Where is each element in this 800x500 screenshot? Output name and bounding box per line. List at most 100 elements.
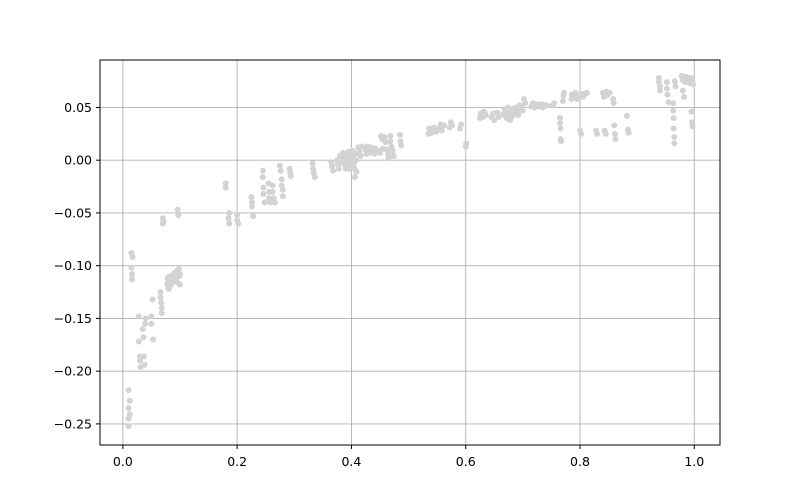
scatter-point (398, 142, 405, 149)
scatter-point (129, 271, 135, 278)
x-tick-label: 0.6 (456, 454, 476, 469)
scatter-point (137, 357, 143, 364)
scatter-point (559, 98, 566, 105)
scatter-point (357, 152, 364, 159)
x-tick-label: 0.2 (227, 454, 247, 469)
scatter-point (125, 423, 132, 430)
scatter-point (259, 174, 266, 181)
scatter-point (249, 199, 255, 206)
scatter-point (663, 85, 670, 92)
scatter-point (382, 139, 389, 146)
scatter-point (309, 160, 316, 167)
scatter-point (371, 150, 378, 157)
scatter-point (335, 165, 342, 172)
scatter-point (250, 213, 257, 220)
scatter-point (681, 93, 687, 100)
scatter-point (225, 215, 232, 222)
y-tick-label: −0.15 (54, 311, 92, 326)
scatter-point (279, 193, 286, 200)
scatter-point (610, 100, 617, 107)
scatter-point (174, 206, 181, 213)
scatter-point (158, 299, 165, 306)
scatter-point (583, 89, 590, 96)
scatter-point (249, 203, 255, 210)
scatter-point (377, 149, 383, 156)
scatter-point (672, 83, 679, 90)
scatter-point (234, 212, 241, 219)
scatter-point (175, 265, 182, 272)
scatter-point (623, 112, 630, 119)
scatter-point (578, 130, 585, 137)
scatter-point (594, 130, 601, 137)
scatter-point (358, 143, 365, 150)
scatter-point (279, 186, 286, 193)
scatter-point (278, 176, 285, 183)
scatter-point (129, 254, 136, 261)
scatter-point (433, 128, 439, 135)
scatter-point (671, 140, 678, 147)
scatter-point (557, 115, 563, 122)
scatter-point (689, 123, 696, 130)
scatter-point (177, 281, 183, 288)
scatter-point (158, 310, 165, 317)
scatter-point (655, 74, 662, 81)
scatter-point (175, 212, 182, 219)
scatter-point (150, 336, 157, 343)
scatter-point (428, 129, 435, 136)
scatter-point (141, 353, 147, 360)
scatter-point (125, 387, 132, 394)
scatter-point (287, 173, 294, 180)
scatter-point (148, 320, 155, 327)
scatter-point (353, 157, 359, 164)
x-axis: 0.0 0.2 0.4 0.6 0.8 1.0 (113, 445, 704, 469)
x-tick-label: 0.0 (113, 454, 133, 469)
scatter-point (389, 147, 396, 154)
scatter-point (222, 180, 229, 187)
scatter-point (149, 296, 156, 303)
scatter-point (125, 405, 132, 412)
scatter-point (260, 190, 267, 197)
scatter-point (141, 361, 148, 368)
scatter-point (390, 152, 397, 159)
scatter-point (271, 199, 278, 206)
scatter-point (519, 107, 526, 114)
scatter-point (625, 129, 632, 136)
scatter-point (158, 304, 165, 311)
y-axis: −0.25 −0.20 −0.15 −0.10 −0.05 0.00 0.05 (54, 100, 100, 431)
scatter-point (671, 78, 678, 85)
scatter-point (126, 411, 133, 418)
scatter-point (387, 132, 394, 139)
scatter-point (515, 111, 522, 118)
scatter-point (665, 99, 672, 106)
scatter-point (505, 104, 511, 111)
scatter-point (438, 127, 445, 134)
scatter-point (139, 325, 146, 332)
y-tick-label: −0.25 (54, 416, 92, 431)
scatter-point (670, 115, 677, 122)
scatter-point (688, 108, 695, 115)
scatter-point (482, 111, 489, 118)
scatter-point (449, 122, 455, 129)
scatter-point (381, 134, 388, 140)
scatter-point (561, 89, 567, 96)
scatter-point (657, 87, 663, 94)
scatter-point (557, 120, 563, 127)
scatter-point (226, 220, 233, 227)
scatter-point (226, 209, 233, 216)
scatter-point (612, 136, 619, 143)
scatter-point (142, 320, 149, 327)
scatter-point (177, 271, 183, 278)
scatter-point (690, 81, 697, 88)
scatter-point (543, 102, 550, 109)
scatter-point (551, 100, 558, 107)
scatter-point (602, 130, 609, 137)
grid-lines (100, 60, 720, 445)
scatter-point (267, 199, 274, 206)
scatter-point (260, 184, 267, 191)
scatter-point (269, 188, 276, 195)
y-tick-label: −0.05 (54, 205, 92, 220)
scatter-point (277, 167, 284, 174)
scatter-point (157, 289, 164, 296)
scatter-point (157, 294, 164, 301)
